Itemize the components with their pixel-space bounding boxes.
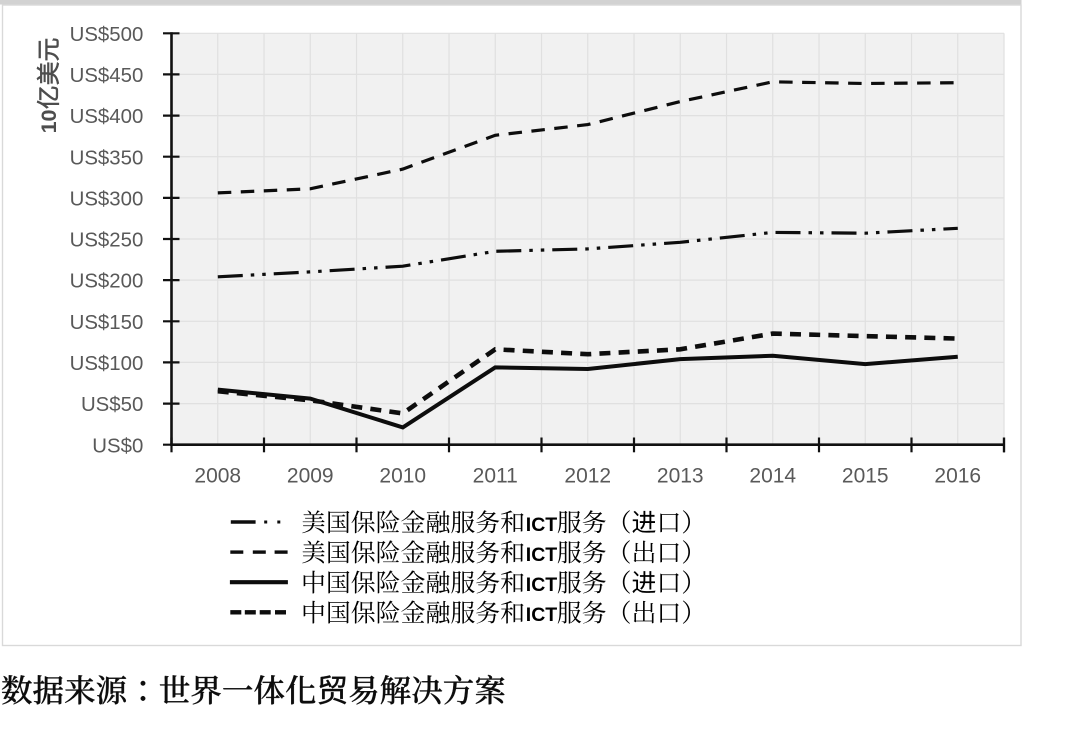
svg-text:10: 10 <box>37 109 61 133</box>
svg-text:2014: 2014 <box>749 465 796 488</box>
svg-text:2016: 2016 <box>934 465 981 488</box>
svg-text:2012: 2012 <box>564 465 611 488</box>
svg-text:US$50: US$50 <box>81 394 143 416</box>
svg-text:2010: 2010 <box>379 465 426 488</box>
svg-text:2009: 2009 <box>287 465 334 488</box>
svg-text:US$150: US$150 <box>70 312 144 334</box>
svg-text:ICT: ICT <box>526 514 558 536</box>
svg-text:US$200: US$200 <box>70 271 144 293</box>
svg-text:US$0: US$0 <box>92 435 143 457</box>
svg-text:2015: 2015 <box>842 465 889 488</box>
svg-text:US$250: US$250 <box>70 230 144 252</box>
svg-text:US$400: US$400 <box>70 106 144 128</box>
svg-text:ICT: ICT <box>526 544 558 566</box>
svg-text:US$300: US$300 <box>70 188 144 210</box>
svg-text:ICT: ICT <box>526 604 558 626</box>
svg-text:US$500: US$500 <box>70 24 144 46</box>
svg-text:US$100: US$100 <box>70 353 144 375</box>
svg-text:2013: 2013 <box>657 465 704 488</box>
svg-text:US$350: US$350 <box>70 147 144 169</box>
svg-text:2011: 2011 <box>473 465 518 488</box>
svg-text:ICT: ICT <box>526 574 558 596</box>
svg-text:US$450: US$450 <box>70 65 144 87</box>
svg-text:2008: 2008 <box>194 465 241 488</box>
